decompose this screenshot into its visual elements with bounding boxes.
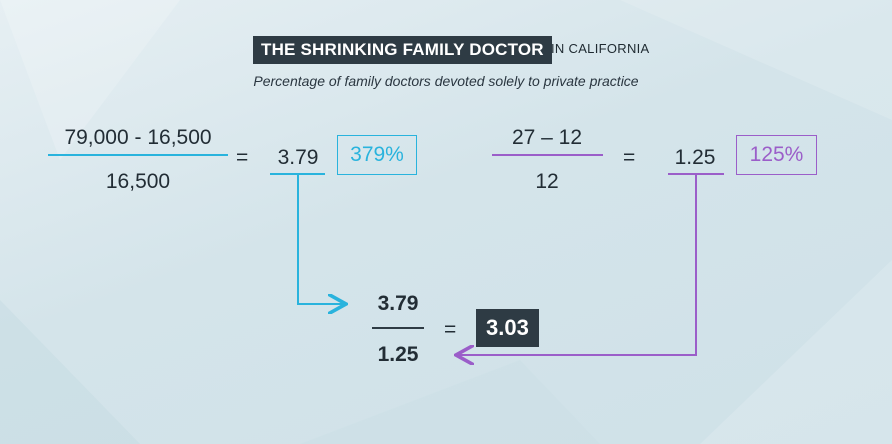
right-ratio: 1.25 (674, 146, 716, 169)
subtitle: Percentage of family doctors devoted sol… (253, 73, 639, 89)
page-title: THE SHRINKING FAMILY DOCTOR (261, 40, 544, 59)
left-ratio: 3.79 (277, 146, 319, 169)
right-percent-box: 125% (736, 135, 817, 175)
purple-connector-arrow (456, 174, 697, 355)
right-denominator: 12 (535, 170, 559, 193)
result-equals: = (444, 318, 457, 341)
left-percent-box: 379% (337, 135, 417, 175)
result-denominator: 1.25 (377, 343, 419, 366)
blue-connector-arrow (297, 174, 346, 304)
title-banner: THE SHRINKING FAMILY DOCTOR (253, 36, 552, 64)
right-numerator: 27 – 12 (511, 126, 583, 149)
result-value: 3.03 (486, 315, 529, 340)
result-numerator: 3.79 (377, 292, 419, 315)
result-value-box: 3.03 (476, 309, 539, 347)
title-suffix: IN CALIFORNIA (551, 41, 650, 56)
right-equals: = (623, 146, 636, 169)
left-equals: = (236, 146, 249, 169)
left-numerator: 79,000 - 16,500 (64, 126, 212, 149)
left-denominator: 16,500 (105, 170, 171, 193)
